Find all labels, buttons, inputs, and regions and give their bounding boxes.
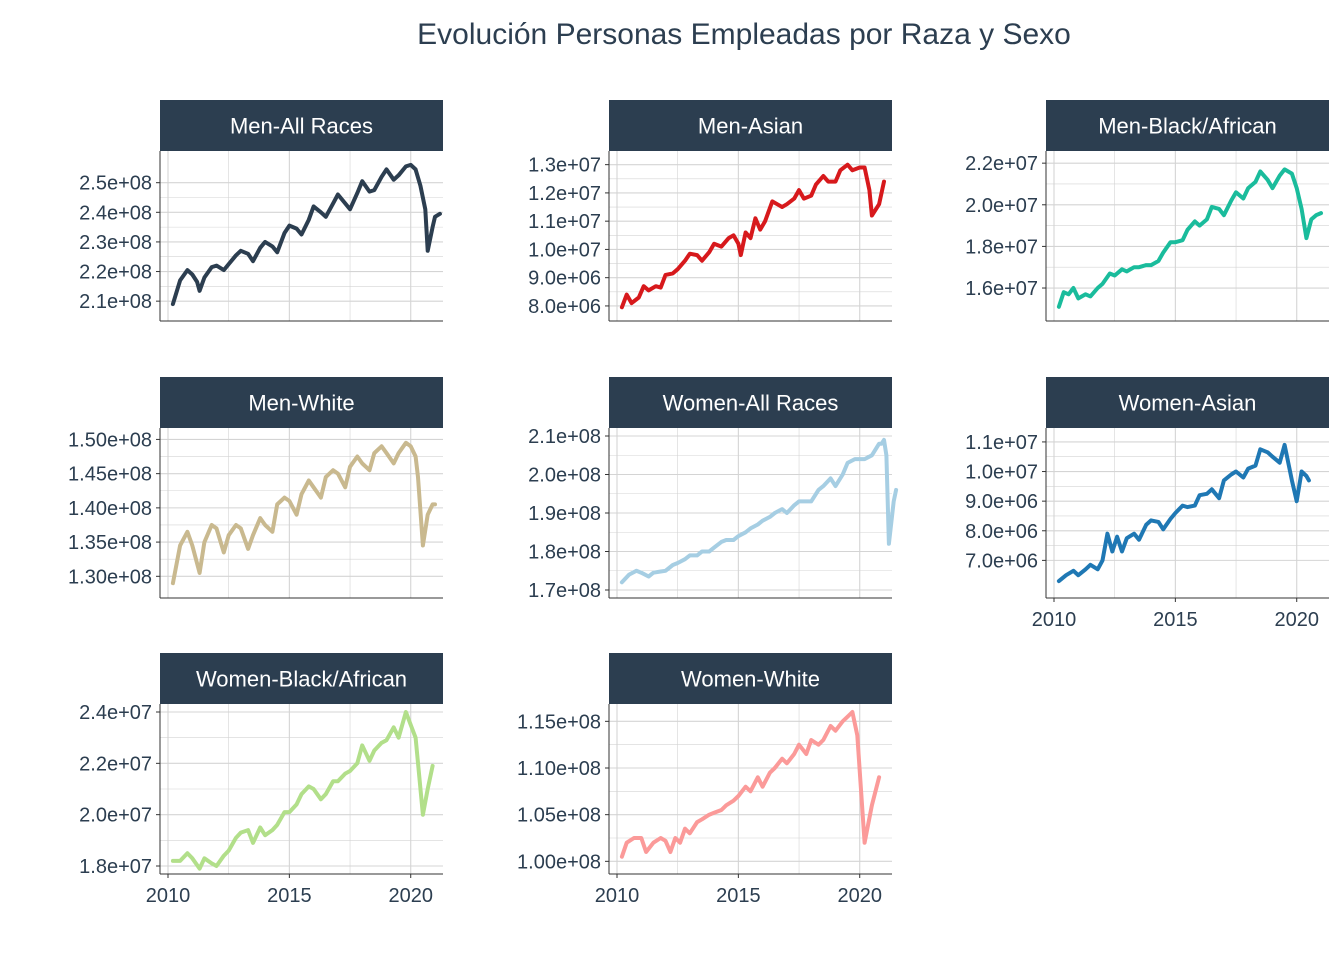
y-tick-label: 2.0e+07	[79, 805, 152, 827]
series-line-men-asian	[619, 162, 886, 310]
y-tick-label: 1.15e+08	[517, 711, 601, 733]
y-tick-label: 1.40e+08	[68, 498, 152, 520]
y-tick-label: 2.4e+08	[79, 202, 152, 224]
strip-men-white	[160, 377, 443, 428]
y-tick-label: 2.4e+07	[79, 702, 152, 724]
y-tick-label: 2.2e+08	[79, 262, 152, 284]
y-tick-label: 1.0e+07	[965, 462, 1038, 484]
y-tick-label: 1.05e+08	[517, 805, 601, 827]
y-tick-label: 2.5e+08	[79, 173, 152, 195]
panel-women-all-races: Women-All Races 1.7e+08 1.8e+08 1.9e+08 2.0e…	[528, 377, 899, 602]
series-line-women-white	[619, 710, 882, 859]
grid-women-asian	[1046, 428, 1329, 598]
strip-women-all-races	[609, 377, 892, 428]
series-line-men-white	[170, 440, 437, 586]
grid-men-white	[160, 428, 443, 598]
y-tick-label: 1.00e+08	[517, 851, 601, 873]
y-tick-label: 2.3e+08	[79, 232, 152, 254]
x-tick-label: 2010	[146, 885, 191, 907]
x-tick-label: 2020	[1274, 609, 1319, 631]
panel-women-white: Women-White 1.00e+08 1.05e+08 1.10e+08 1.15e…	[517, 653, 892, 907]
strip-women-asian	[1046, 377, 1329, 428]
y-tick-label: 1.50e+08	[68, 429, 152, 451]
y-tick-label: 1.30e+08	[68, 566, 152, 588]
series-line-men-all-races	[170, 162, 442, 307]
strip-label-men-black-african: Men-Black/African	[1098, 114, 1277, 139]
y-tick-label: 1.8e+07	[965, 236, 1038, 258]
x-tick-label: 2020	[837, 885, 882, 907]
panel-women-asian: Women-Asian 7.0e+06 8.0e+06 9.0e+06 1.0e+07 1…	[965, 377, 1329, 631]
y-tick-label: 2.2e+07	[965, 153, 1038, 175]
y-tick-label: 1.45e+08	[68, 464, 152, 486]
grid-women-black-african	[160, 704, 443, 874]
strip-men-all-races	[160, 100, 443, 151]
y-tick-label: 9.0e+06	[965, 491, 1038, 513]
y-tick-label: 2.2e+07	[79, 753, 152, 775]
strip-label-women-asian: Women-Asian	[1119, 391, 1257, 416]
y-tick-label: 1.1e+07	[965, 432, 1038, 454]
y-tick-label: 1.6e+07	[965, 278, 1038, 300]
y-tick-label: 8.0e+06	[965, 521, 1038, 543]
x-tick-label: 2010	[1032, 609, 1077, 631]
series-line-women-asian	[1056, 442, 1311, 584]
strip-men-black-african	[1046, 100, 1329, 151]
y-tick-label: 1.3e+07	[528, 155, 601, 177]
strip-men-asian	[609, 100, 892, 151]
y-tick-label: 1.0e+07	[528, 239, 601, 261]
y-tick-label: 1.8e+07	[79, 856, 152, 878]
y-tick-label: 2.0e+08	[528, 465, 601, 487]
y-tick-label: 2.1e+08	[79, 291, 152, 313]
strip-women-black-african	[160, 653, 443, 704]
chart-title: Evolución Personas Empleadas por Raza y …	[417, 18, 1071, 51]
panel-men-black-african: Men-Black/African 1.6e+07 1.8e+07 2.0e+07 2.…	[965, 100, 1329, 322]
x-tick-label: 2010	[595, 885, 640, 907]
y-tick-label: 1.35e+08	[68, 532, 152, 554]
strip-label-men-asian: Men-Asian	[698, 114, 803, 139]
grid-women-all-races	[609, 428, 892, 598]
strip-label-women-white: Women-White	[681, 667, 820, 692]
y-tick-label: 1.7e+08	[528, 580, 601, 602]
series-line-women-black-african	[170, 710, 435, 871]
y-tick-label: 1.9e+08	[528, 503, 601, 525]
y-tick-label: 1.2e+07	[528, 183, 601, 205]
panel-men-asian: Men-Asian 8.0e+06 9.0e+06 1.0e+07 1.1e+07 1.2…	[528, 100, 892, 322]
y-tick-label: 2.1e+08	[528, 426, 601, 448]
strip-label-women-black-african: Women-Black/African	[196, 667, 407, 692]
panel-women-black-african: Women-Black/African 1.8e+07 2.0e+07 2.2e+07…	[79, 653, 443, 907]
strip-label-women-all-races: Women-All Races	[663, 391, 839, 416]
x-tick-label: 2015	[1153, 609, 1198, 631]
panels-container: Men-All Races 2.1e+08 2.2e+08 2.3e+08 2.4e+0…	[68, 100, 1329, 907]
strip-label-men-white: Men-White	[248, 391, 354, 416]
y-tick-label: 1.8e+08	[528, 542, 601, 564]
strip-women-white	[609, 653, 892, 704]
x-tick-label: 2015	[267, 885, 312, 907]
x-tick-label: 2015	[716, 885, 761, 907]
panel-men-all-races: Men-All Races 2.1e+08 2.2e+08 2.3e+08 2.4e+0…	[79, 100, 443, 322]
grid-men-black-african	[1046, 151, 1329, 321]
panel-men-white: Men-White 1.30e+08 1.35e+08 1.40e+08 1.45e+0…	[68, 377, 443, 599]
y-tick-label: 1.10e+08	[517, 758, 601, 780]
y-tick-label: 8.0e+06	[528, 296, 601, 318]
series-line-men-black-african	[1056, 167, 1323, 309]
strip-label-men-all-races: Men-All Races	[230, 114, 373, 139]
series-line-women-all-races	[619, 437, 899, 585]
y-tick-label: 1.1e+07	[528, 211, 601, 233]
y-tick-label: 2.0e+07	[965, 195, 1038, 217]
y-tick-label: 7.0e+06	[965, 550, 1038, 572]
x-tick-label: 2020	[388, 885, 433, 907]
y-tick-label: 9.0e+06	[528, 268, 601, 290]
